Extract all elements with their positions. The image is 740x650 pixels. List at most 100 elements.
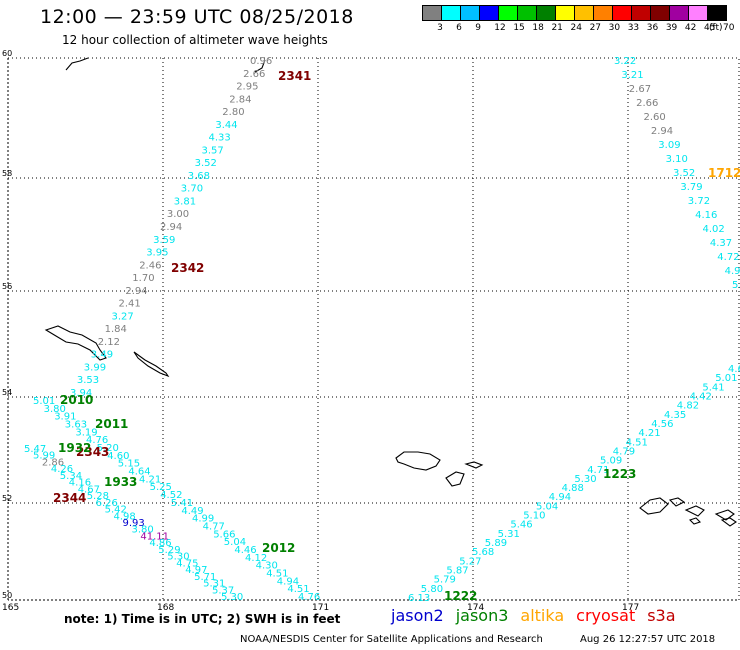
legend-swatch — [689, 6, 708, 20]
wave-height-value: 2.41 — [119, 299, 141, 310]
wave-height-value: 5.27 — [459, 556, 481, 567]
wave-height-value: 5.28 — [87, 491, 109, 502]
wave-height-value: 2.46 — [139, 260, 161, 271]
legend-swatch — [537, 6, 556, 20]
wave-height-value: 5.25 — [150, 482, 172, 493]
wave-height-value: 4.75 — [176, 558, 198, 569]
wave-height-value: 4.51 — [266, 569, 288, 580]
wave-height-value: 5.10 — [523, 511, 545, 522]
wave-height-value: 4.52 — [160, 490, 182, 501]
wave-height-value: 2.60 — [644, 112, 666, 123]
legend-label: 15 — [513, 23, 525, 33]
lat-lon-grid: 60 58 56 54 52 50 165 168 171 174 177 — [2, 49, 740, 613]
track-pass-1222: 6.135.805.795.875.275.685.895.315.465.10… — [408, 364, 740, 604]
wave-height-value: 4.21 — [638, 428, 660, 439]
legend-swatch — [518, 6, 537, 20]
legend-label: 21 — [551, 23, 563, 33]
wave-height-value: 5.47 — [24, 444, 46, 455]
wave-height-value: 2.84 — [229, 94, 251, 105]
wave-height-value: 4.82 — [677, 401, 699, 412]
track-pass-2344: 5.475.992.864.265.344.164.675.286.265.42… — [24, 444, 243, 603]
wave-height-value: 5.99 — [33, 451, 55, 462]
island-unnamed-2 — [464, 461, 484, 469]
wave-height-value: 3.68 — [188, 171, 210, 182]
lon-label: 168 — [157, 603, 174, 613]
wave-height-value: 4.86 — [149, 538, 171, 549]
wave-height-value: 4.76 — [86, 435, 108, 446]
satellite-legend-item: jason3 — [455, 606, 509, 625]
wave-height-value: 5.30 — [167, 552, 189, 563]
legend-label: 36 — [646, 23, 659, 33]
island-attu — [44, 325, 107, 361]
wave-height-value: 4.99 — [192, 514, 214, 525]
wave-height-value: 4.72 — [717, 252, 739, 263]
wave-height-value: 4.77 — [203, 521, 225, 532]
island-unnamed-5 — [668, 497, 686, 507]
wave-height-value: 5.80 — [421, 584, 443, 595]
wave-height-value: 4.02 — [703, 224, 725, 235]
wave-height-value: 5.29 — [158, 545, 180, 556]
wave-height-value: 3.99 — [84, 363, 106, 374]
lat-label: 60 — [2, 49, 12, 58]
pass-time-label: 2012 — [262, 541, 295, 555]
wave-height-value: 3.49 — [91, 350, 113, 361]
wave-height-value: 3.59 — [153, 235, 175, 246]
wave-height-value: 4.76 — [298, 592, 320, 603]
satellite-legend-item: cryosat — [576, 606, 636, 625]
altimeter-tracks: 0.96 2.66 2.952.84 2.80 3.44 4.333.57 3.52 3.68… — [24, 56, 740, 604]
wave-height-value: 3.72 — [688, 196, 710, 207]
wave-height-value: 2.94 — [125, 286, 147, 297]
legend-swatch — [556, 6, 575, 20]
wave-height-value: 3.00 — [167, 209, 189, 220]
wave-height-value: 2.94 — [160, 222, 182, 233]
wave-height-value: 2.67 — [629, 84, 651, 95]
wave-height-value: 5.30 — [221, 592, 243, 603]
satellite-legend-item: s3a — [647, 606, 676, 625]
wave-height-value: 4.33 — [209, 133, 231, 144]
map-subtitle: 12 hour collection of altimeter wave hei… — [62, 33, 328, 47]
wave-height-value: 3.10 — [666, 154, 688, 165]
footer-credit: NOAA/NESDIS Center for Satellite Applica… — [240, 634, 543, 645]
wave-height-value: 5.42 — [105, 505, 127, 516]
wave-height-value: 5.41 — [171, 498, 193, 509]
wave-height-value: 9.93 — [123, 518, 145, 529]
wave-height-value: 5.04 — [224, 537, 246, 548]
wave-height-value: 5. — [732, 280, 740, 291]
wave-height-value: 2.12 — [98, 337, 120, 348]
wave-height-value: 4.12 — [245, 553, 267, 564]
legend-label: 12 — [494, 23, 506, 33]
lon-label: 171 — [312, 603, 329, 613]
wave-height-value: 3.44 — [215, 120, 237, 131]
wave-height-value: 2.66 — [243, 69, 265, 80]
wave-height-value: 5.34 — [60, 471, 82, 482]
wave-height-value: 4.94 — [277, 576, 299, 587]
legend-swatch — [670, 6, 689, 20]
wave-height-value: 4.30 — [256, 561, 278, 572]
wave-height-value: 0.96 — [250, 56, 272, 67]
wave-height-value: 4.6 — [728, 364, 740, 375]
legend-swatch — [480, 6, 499, 20]
wave-height-value: 4.79 — [613, 446, 635, 457]
wave-height-value: 2.80 — [222, 107, 244, 118]
wave-height-value: 2.66 — [636, 98, 658, 109]
legend-swatch — [423, 6, 442, 20]
wave-height-value: 3.94 — [70, 388, 92, 399]
wave-height-value: 5.20 — [97, 443, 119, 454]
lat-label: 58 — [2, 169, 12, 178]
lon-label: 174 — [467, 603, 484, 613]
wave-height-value: 4.46 — [234, 545, 256, 556]
pass-time-label: 1223 — [603, 467, 636, 481]
wave-height-value: 3.80 — [44, 404, 66, 415]
wave-height-value: 4.51 — [287, 584, 309, 595]
satellite-legend-item: jason2 — [391, 606, 444, 625]
wave-height-value: 5.15 — [118, 459, 140, 470]
legend-swatch — [499, 6, 518, 20]
track-pass-2011: 5.013.803.913.633.194.765.204.605.154.64… — [33, 396, 320, 603]
legend-label: 30 — [608, 23, 621, 33]
pass-time-label: 2342 — [171, 261, 204, 275]
coast-northwest — [65, 57, 89, 71]
wave-height-value: 4.64 — [128, 467, 150, 478]
wave-height-value: 3.70 — [181, 184, 203, 195]
wave-height-value: 2.94 — [651, 126, 673, 137]
